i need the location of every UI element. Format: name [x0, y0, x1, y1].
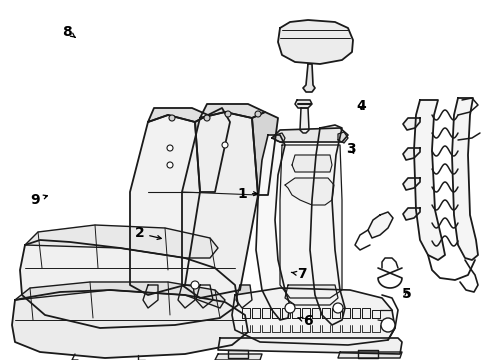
Circle shape — [167, 145, 173, 151]
Circle shape — [167, 162, 173, 168]
Circle shape — [332, 303, 342, 313]
Circle shape — [203, 115, 209, 121]
Circle shape — [254, 111, 261, 117]
Polygon shape — [294, 100, 311, 108]
Polygon shape — [451, 98, 477, 260]
Polygon shape — [256, 135, 289, 320]
Polygon shape — [20, 240, 238, 328]
Polygon shape — [337, 132, 347, 143]
Polygon shape — [402, 178, 419, 190]
Polygon shape — [251, 112, 278, 195]
Circle shape — [191, 281, 199, 289]
Circle shape — [224, 111, 230, 117]
Polygon shape — [291, 155, 331, 172]
Polygon shape — [195, 108, 229, 192]
Circle shape — [169, 115, 175, 121]
Polygon shape — [218, 338, 401, 354]
Polygon shape — [337, 352, 401, 358]
Text: 4: 4 — [355, 99, 365, 113]
Circle shape — [222, 142, 227, 148]
Polygon shape — [196, 285, 213, 308]
Polygon shape — [309, 125, 345, 325]
Polygon shape — [142, 285, 158, 308]
Polygon shape — [271, 128, 347, 142]
Text: 5: 5 — [401, 288, 411, 301]
Text: 7: 7 — [291, 267, 306, 281]
Polygon shape — [280, 145, 341, 298]
Polygon shape — [413, 100, 444, 260]
Polygon shape — [200, 104, 264, 118]
Text: 2: 2 — [134, 226, 161, 240]
Text: 9: 9 — [30, 193, 47, 207]
Polygon shape — [148, 108, 207, 122]
Polygon shape — [278, 20, 352, 64]
Polygon shape — [274, 133, 285, 143]
Polygon shape — [15, 282, 224, 308]
Polygon shape — [357, 350, 377, 358]
Polygon shape — [215, 354, 262, 360]
Polygon shape — [182, 112, 258, 298]
Polygon shape — [236, 285, 251, 308]
Polygon shape — [402, 118, 419, 130]
Polygon shape — [285, 178, 333, 205]
Polygon shape — [25, 225, 218, 258]
Polygon shape — [227, 350, 247, 358]
Polygon shape — [303, 64, 314, 92]
Polygon shape — [402, 208, 419, 220]
Polygon shape — [367, 212, 392, 238]
Polygon shape — [130, 115, 200, 295]
Text: 1: 1 — [237, 187, 257, 201]
Text: 6: 6 — [297, 314, 312, 328]
Polygon shape — [231, 288, 394, 345]
Polygon shape — [178, 285, 195, 308]
Circle shape — [380, 318, 394, 332]
Circle shape — [285, 303, 294, 313]
Text: 3: 3 — [346, 143, 355, 156]
Polygon shape — [285, 285, 337, 305]
Text: 8: 8 — [62, 25, 75, 39]
Polygon shape — [402, 148, 419, 160]
Polygon shape — [299, 108, 308, 133]
Polygon shape — [12, 290, 247, 358]
